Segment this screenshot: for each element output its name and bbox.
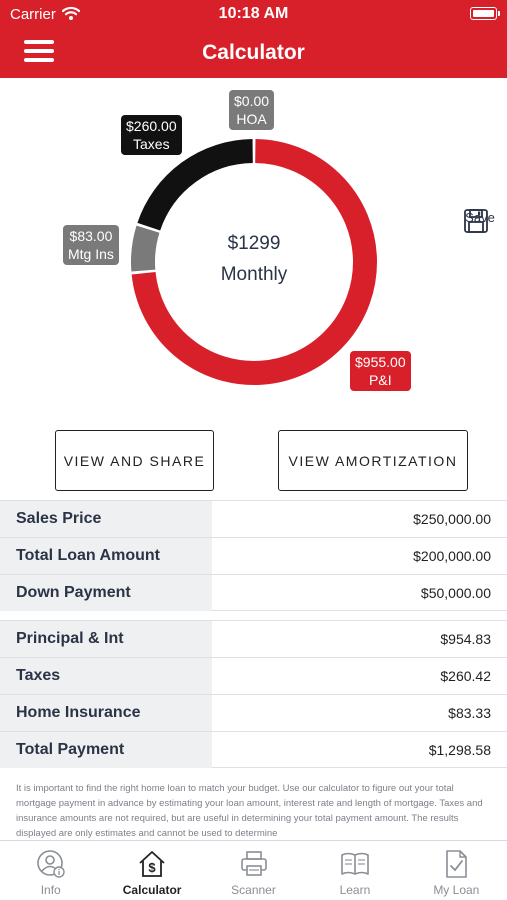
tab-label: Info [40, 883, 61, 897]
tab-my-loan[interactable]: My Loan [406, 841, 507, 900]
donut-slice-pi [131, 139, 377, 385]
info-person-icon [36, 850, 65, 878]
slice-label-taxes: Taxes [133, 136, 170, 152]
tab-label: Learn [339, 883, 371, 897]
svg-text:$: $ [148, 860, 156, 875]
slice-label-pi: P&I [369, 372, 392, 388]
row-value: $200,000.00 [413, 548, 491, 564]
tab-label: Calculator [122, 883, 182, 897]
row-label: Sales Price [0, 501, 212, 537]
app-header: Calculator [0, 30, 507, 78]
slice-label-hoa: HOA [236, 111, 267, 127]
row-label: Total Payment [0, 732, 212, 768]
page-title: Calculator [202, 41, 305, 64]
slice-tag-mtg-ins: $83.00 Mtg Ins [63, 225, 119, 265]
table-row[interactable]: Principal & Int $954.83 [0, 620, 507, 657]
save-button[interactable]: Save [463, 208, 497, 233]
slice-value-hoa: $0.00 [234, 93, 270, 109]
tab-info[interactable]: Info [0, 841, 101, 900]
table-row[interactable]: Down Payment $50,000.00 [0, 574, 507, 611]
hamburger-menu-icon[interactable] [24, 40, 54, 66]
floppy-disk-icon [464, 209, 488, 233]
slice-tag-taxes: $260.00 Taxes [121, 115, 182, 155]
battery-icon [470, 7, 500, 20]
row-label: Home Insurance [0, 695, 212, 731]
table-row[interactable]: Total Payment $1,298.58 [0, 731, 507, 768]
row-value: $250,000.00 [413, 511, 491, 527]
table-row[interactable]: Total Loan Amount $200,000.00 [0, 537, 507, 574]
wifi-icon [61, 5, 81, 26]
row-label: Taxes [0, 658, 212, 694]
monthly-amount: $1299 [227, 233, 281, 254]
tab-label: My Loan [433, 883, 480, 897]
tab-calculator[interactable]: $ Calculator [101, 841, 202, 900]
row-label: Total Loan Amount [0, 538, 212, 574]
row-value: $83.33 [448, 705, 491, 721]
donut-slice-mtg-ins [131, 225, 160, 272]
bottom-tab-bar: Info $ Calculator Scanner Learn [0, 840, 507, 900]
document-check-icon [446, 850, 468, 878]
slice-value-taxes: $260.00 [126, 118, 177, 134]
payment-breakdown-table: Principal & Int $954.83 Taxes $260.42 Ho… [0, 620, 507, 768]
row-label: Down Payment [0, 575, 212, 611]
loan-summary-table: Sales Price $250,000.00 Total Loan Amoun… [0, 500, 507, 611]
view-amortization-button[interactable]: VIEW AMORTIZATION [278, 430, 468, 491]
donut-svg [131, 139, 377, 385]
slice-label-mtg-ins: Mtg Ins [68, 246, 114, 262]
disclaimer-text: It is important to find the right home l… [16, 783, 483, 839]
table-row[interactable]: Home Insurance $83.33 [0, 694, 507, 731]
carrier-label: Carrier [10, 6, 56, 23]
tab-label: Scanner [231, 883, 276, 897]
tab-scanner[interactable]: Scanner [203, 841, 304, 900]
row-label: Principal & Int [0, 621, 212, 657]
slice-value-pi: $955.00 [355, 354, 406, 370]
printer-icon [240, 851, 267, 876]
row-value: $50,000.00 [420, 585, 491, 601]
table-row[interactable]: Sales Price $250,000.00 [0, 500, 507, 537]
book-icon [341, 852, 369, 875]
row-value: $260.42 [440, 668, 491, 684]
slice-tag-pi: $955.00 P&I [350, 351, 411, 391]
payment-donut-chart: $1299 Monthly $955.00 P&I $83.00 Mtg Ins… [0, 78, 507, 418]
donut-slice-taxes [137, 139, 254, 231]
row-value: $1,298.58 [428, 742, 491, 758]
status-time: 10:18 AM [218, 5, 289, 22]
status-bar: Carrier 10:18 AM [0, 0, 507, 30]
house-dollar-icon: $ [139, 851, 165, 877]
row-value: $954.83 [440, 631, 491, 647]
slice-tag-hoa: $0.00 HOA [229, 90, 275, 130]
slice-value-mtg-ins: $83.00 [69, 228, 113, 244]
monthly-label: Monthly [220, 264, 288, 285]
table-row[interactable]: Taxes $260.42 [0, 657, 507, 694]
view-and-share-button[interactable]: VIEW AND SHARE [55, 430, 214, 491]
tab-learn[interactable]: Learn [304, 841, 405, 900]
